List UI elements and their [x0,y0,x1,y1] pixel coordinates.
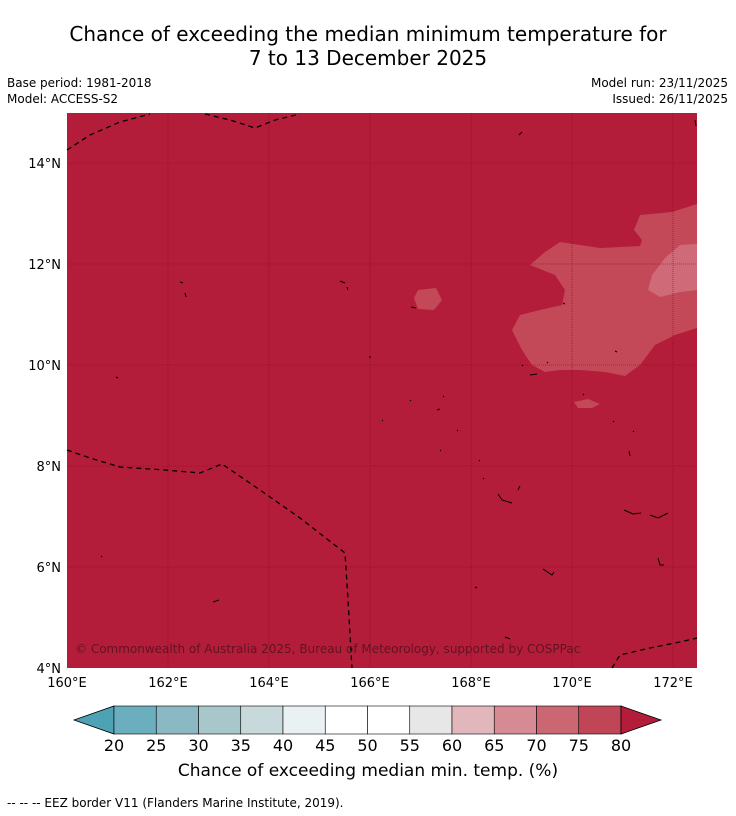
colorbar-tick-label: 65 [484,736,504,755]
colorbar-tick-label: 75 [569,736,589,755]
colorbar-segment [536,705,580,735]
meta-left: Base period: 1981-2018 Model: ACCESS-S2 [7,75,152,107]
colorbar-segment [409,705,453,735]
colorbar-tick-label: 20 [104,736,124,755]
islands [100,119,697,640]
base-period: Base period: 1981-2018 [7,76,152,90]
lon-label: 166°E [350,676,390,691]
colorbar-tick-label: 55 [400,736,420,755]
probability-band-75-80 [512,204,697,376]
model-name: Model: ACCESS-S2 [7,92,119,106]
chart-title: Chance of exceeding the median minimum t… [0,22,736,70]
colorbar-segment [493,705,537,735]
meta-right: Model run: 23/11/2025 Issued: 26/11/2025 [591,75,728,107]
colorbar-tick-label: 30 [188,736,208,755]
lon-label: 172°E [653,676,693,691]
colorbar-segment [578,705,622,735]
colorbar-extend-low [72,705,115,735]
lon-label: 164°E [249,676,289,691]
latitude-labels: 14°N 12°N 10°N 8°N 6°N 4°N [28,157,61,677]
lon-label: 168°E [451,676,491,691]
longitude-labels: 160°E 162°E 164°E 166°E 168°E 170°E 172°… [47,676,693,691]
colorbar-tick-label: 40 [273,736,293,755]
map-background [67,113,697,668]
colorbar-segment [155,705,199,735]
lat-label: 14°N [28,157,61,172]
model-run: Model run: 23/11/2025 [590,76,728,90]
lat-label: 4°N [37,662,62,677]
colorbar-segment [198,705,242,735]
colorbar-tick-label: 35 [231,736,251,755]
lon-label: 160°E [47,676,87,691]
lat-label: 10°N [28,359,61,374]
lon-label: 170°E [552,676,592,691]
colorbar-label: Chance of exceeding median min. temp. (%… [177,761,559,781]
colorbar-segment [324,705,368,735]
colorbar-tick-label: 25 [146,736,166,755]
colorbar-tick-label: 80 [611,736,631,755]
colorbar-segment [282,705,326,735]
probability-patch-2 [574,399,600,408]
eez-legend-note: -- -- -- EEZ border V11 (Flanders Marine… [7,796,344,810]
colorbar-segment [367,705,411,735]
colorbar-ticks: 20 25 30 35 40 45 50 55 60 65 70 75 80 [104,736,631,755]
colorbar-tick-label: 60 [442,736,462,755]
colorbar [72,705,663,735]
colorbar-tick-label: 70 [526,736,546,755]
colorbar-segment [113,705,157,735]
probability-patch-1 [414,288,442,310]
gridlines [67,113,697,668]
lat-label: 6°N [37,561,62,576]
colorbar-tick-label: 45 [315,736,335,755]
eez-borders [66,113,698,669]
title-line-2: 7 to 13 December 2025 [248,46,488,70]
lon-label: 162°E [148,676,188,691]
lat-label: 12°N [28,258,61,273]
colorbar-extend-high [620,705,663,735]
issued-date: Issued: 26/11/2025 [612,92,728,106]
colorbar-segment [240,705,284,735]
copyright-text: © Commonwealth of Australia 2025, Bureau… [75,642,580,656]
colorbar-tick-label: 50 [357,736,377,755]
colorbar-segment [451,705,495,735]
title-line-1: Chance of exceeding the median minimum t… [69,22,667,46]
probability-band-70-75 [648,244,697,297]
lat-label: 8°N [37,460,62,475]
